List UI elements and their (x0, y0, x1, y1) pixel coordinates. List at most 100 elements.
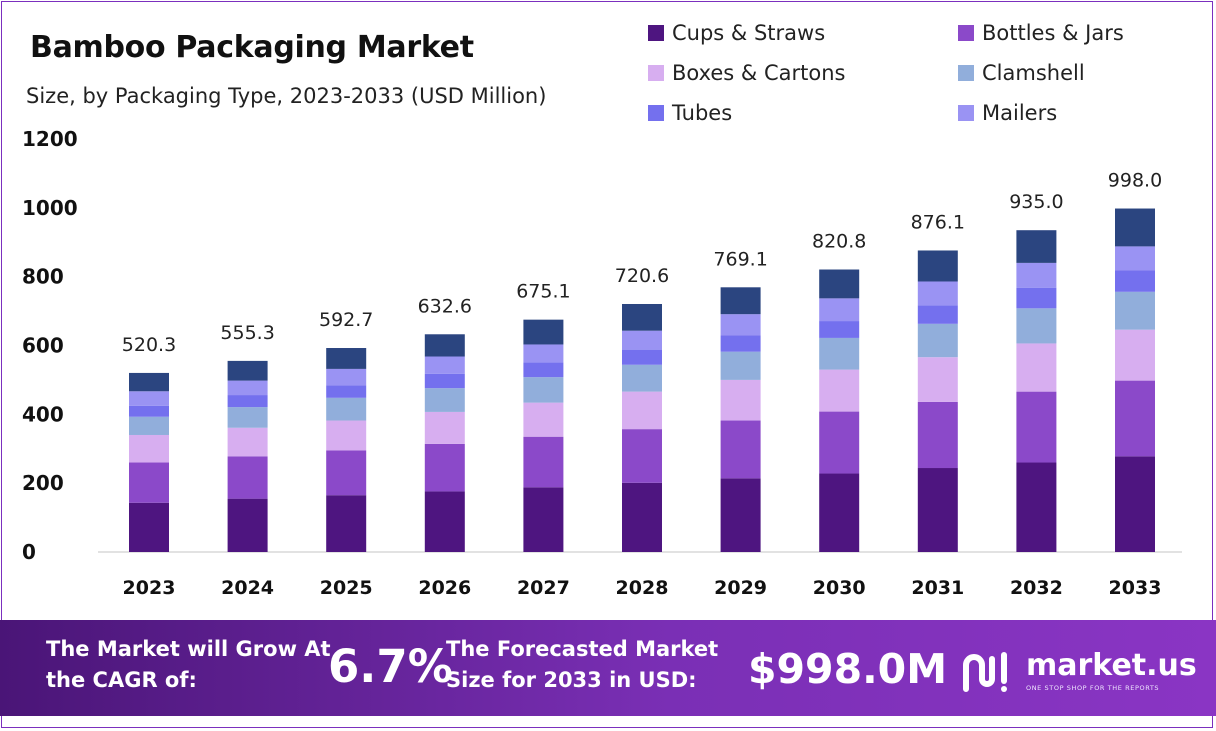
bar-segment-6 (622, 303, 662, 331)
bar-segment-6 (424, 334, 465, 357)
brand-tagline: ONE STOP SHOP FOR THE REPORTS (1026, 684, 1160, 692)
x-tick-label: 2027 (517, 577, 570, 599)
bar-segment-1 (1016, 391, 1057, 463)
legend-label: Clamshell (982, 61, 1085, 85)
legend-swatch-icon (958, 65, 974, 81)
bar-segment-1 (622, 429, 662, 483)
bar-segment-3 (917, 323, 958, 358)
x-tick-label: 2023 (123, 577, 176, 599)
bar-segment-1 (129, 462, 169, 503)
bar-segment-2 (326, 420, 367, 451)
bar-segment-4 (819, 321, 860, 338)
total-data-label: 555.3 (220, 322, 274, 344)
y-tick-label: 0 (22, 540, 36, 564)
bar-segment-0 (129, 502, 169, 552)
bar-segment-5 (1115, 246, 1155, 271)
bar-segment-5 (1016, 262, 1057, 288)
bar-segment-2 (227, 427, 268, 457)
bar-segment-4 (129, 405, 169, 417)
y-axis: 0 200 400 600 800 1000 1200 (22, 127, 78, 564)
bar-segment-6 (917, 250, 958, 282)
x-tick-label: 2032 (1010, 577, 1063, 599)
bar-segment-3 (326, 397, 367, 421)
x-tick-label: 2029 (714, 577, 767, 599)
bar-segment-5 (424, 356, 465, 374)
legend-item-boxes-cartons[interactable]: Boxes & Cartons (648, 60, 958, 86)
chart-title: Bamboo Packaging Market (30, 30, 474, 65)
bar-segment-2 (819, 369, 860, 412)
legend-swatch-icon (648, 25, 664, 41)
legend-label: Cups & Straws (672, 21, 826, 45)
legend-label: Bottles & Jars (982, 21, 1124, 45)
total-data-label: 876.1 (911, 211, 965, 233)
bar-segment-5 (622, 330, 662, 350)
market-us-logo-icon (963, 652, 1007, 692)
legend-item-cups-straws[interactable]: Cups & Straws (648, 20, 958, 46)
bar-segment-0 (424, 491, 465, 552)
legend-item-bottles-jars[interactable]: Bottles & Jars (958, 20, 1208, 46)
x-tick-label: 2030 (813, 577, 866, 599)
bar-segment-5 (819, 298, 860, 322)
bar-segment-6 (326, 348, 367, 369)
bar-segment-2 (523, 402, 564, 437)
legend-swatch-icon (648, 105, 664, 121)
brand-text: market.us ONE STOP SHOP FOR THE REPORTS (1026, 648, 1197, 693)
bar-segment-3 (1115, 291, 1155, 330)
bar-segment-0 (622, 482, 662, 552)
legend-swatch-icon (648, 65, 664, 81)
bar-segment-6 (1016, 230, 1057, 263)
legend-label: Mailers (982, 101, 1058, 125)
bar-segment-1 (424, 443, 465, 492)
bar-segment-3 (720, 351, 761, 380)
total-data-label: 675.1 (516, 281, 570, 303)
cagr-value: 6.7% (328, 640, 453, 693)
y-tick-label: 600 (22, 334, 64, 358)
x-tick-label: 2025 (320, 577, 373, 599)
bar-segment-4 (1016, 287, 1057, 309)
bar-segment-3 (424, 388, 465, 412)
y-tick-label: 800 (22, 265, 64, 289)
bar-segment-3 (227, 407, 268, 428)
legend: Cups & Straws Bottles & Jars Boxes & Car… (648, 20, 1208, 126)
brand-name: market.us (1026, 648, 1197, 683)
bar-segment-1 (917, 401, 958, 469)
bar-segment-1 (819, 411, 860, 474)
bar-segment-0 (227, 498, 268, 552)
bar-segment-0 (917, 468, 958, 552)
bar-segment-2 (1016, 343, 1057, 392)
x-tick-label: 2033 (1109, 577, 1162, 599)
bar-segment-6 (129, 372, 169, 392)
footer-banner: The Market will Grow At the CAGR of: 6.7… (0, 620, 1216, 716)
bars-group (129, 208, 1155, 552)
x-axis: 2023 2024 2025 2026 2027 2028 2029 2030 2031 2032… (123, 577, 1162, 599)
x-tick-label: 2031 (911, 577, 964, 599)
bar-segment-0 (326, 495, 367, 552)
legend-item-tubes[interactable]: Tubes (648, 100, 958, 126)
legend-label: Boxes & Cartons (672, 61, 846, 85)
bar-segment-1 (1115, 380, 1155, 457)
x-tick-label: 2024 (221, 577, 274, 599)
bar-segment-5 (523, 344, 564, 363)
bar-segment-3 (129, 416, 169, 435)
bar-segment-5 (326, 368, 367, 386)
bar-segment-0 (819, 473, 860, 552)
x-tick-label: 2026 (418, 577, 471, 599)
y-tick-label: 200 (22, 471, 64, 495)
bar-segment-6 (1115, 208, 1155, 247)
total-data-label: 820.8 (812, 231, 866, 253)
bar-segment-5 (129, 391, 169, 406)
bar-segment-0 (1115, 456, 1155, 552)
chart-subtitle: Size, by Packaging Type, 2023-2033 (USD … (26, 84, 547, 108)
bar-segment-1 (227, 456, 268, 499)
legend-item-clamshell[interactable]: Clamshell (958, 60, 1208, 86)
bar-segment-3 (819, 337, 860, 370)
x-tick-label: 2028 (616, 577, 669, 599)
forecast-value: $998.0M (748, 645, 948, 693)
bar-segment-4 (622, 349, 662, 365)
legend-item-mailers[interactable]: Mailers (958, 100, 1208, 126)
brand-logo[interactable]: market.us ONE STOP SHOP FOR THE REPORTS (960, 646, 1197, 696)
bar-segment-6 (819, 269, 860, 299)
y-tick-label: 400 (22, 402, 64, 426)
bar-segment-0 (1016, 462, 1057, 552)
